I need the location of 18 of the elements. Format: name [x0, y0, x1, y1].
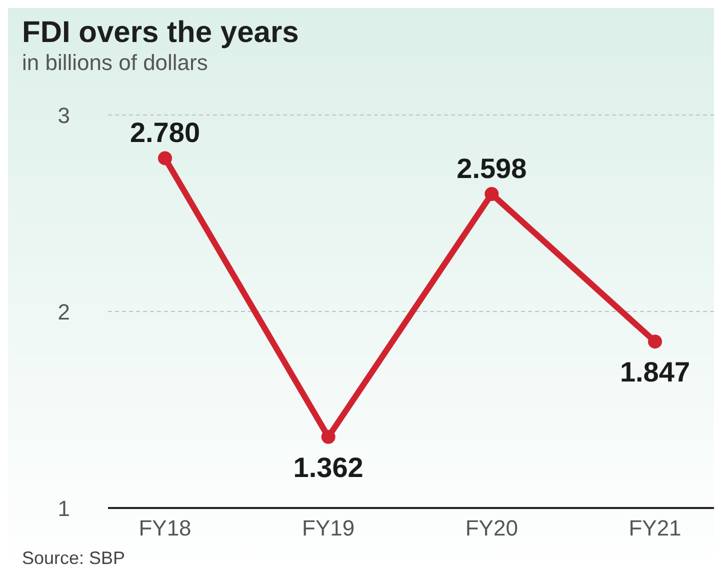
point — [158, 151, 172, 166]
data-label: 1.362 — [293, 452, 364, 483]
y-tick-label: 2 — [58, 299, 70, 324]
point — [484, 186, 499, 201]
x-tick-label: FY21 — [628, 516, 682, 541]
source-note: Source: SBP — [22, 548, 126, 569]
point — [321, 430, 336, 444]
x-tick-label: FY20 — [465, 516, 518, 541]
chart-title: FDI overs the years — [22, 16, 300, 50]
x-tick-label: FY19 — [302, 516, 355, 541]
data-label: 2.780 — [130, 117, 200, 148]
data-label: 1.847 — [620, 356, 690, 388]
data-label: 2.598 — [456, 152, 527, 184]
chart-subtitle: in billions of dollars — [22, 50, 209, 76]
y-tick-label: 1 — [58, 496, 70, 521]
y-tick-label: 3 — [58, 102, 70, 128]
point — [648, 334, 662, 349]
x-tick-label: FY18 — [138, 516, 192, 541]
